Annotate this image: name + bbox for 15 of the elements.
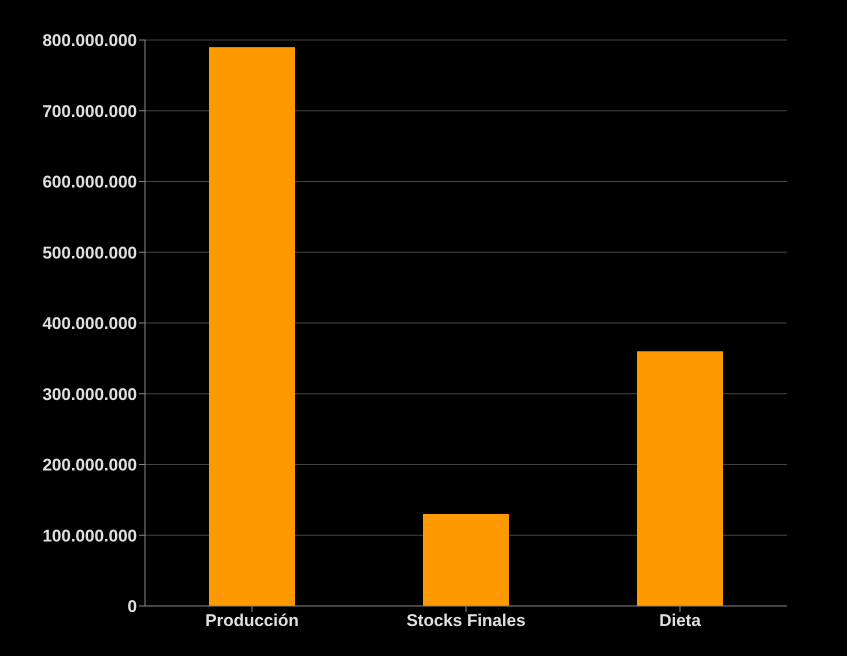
y-tick-label: 700.000.000	[42, 102, 137, 121]
y-tick-label: 400.000.000	[42, 314, 137, 334]
y-tick-label: 100.000.000	[42, 526, 137, 546]
bar	[637, 351, 723, 606]
x-tick-label: Stocks Finales	[406, 611, 526, 630]
y-tick-label: 0	[128, 597, 137, 616]
y-tick-label: 800.000.000	[42, 31, 137, 50]
x-tick-label: Producción	[205, 611, 299, 630]
y-tick-label: 200.000.000	[42, 456, 137, 475]
bar	[209, 47, 295, 606]
y-tick-label: 600.000.000	[42, 172, 137, 192]
y-tick-label: 500.000.000	[42, 243, 137, 262]
x-tick-label: Dieta	[659, 611, 702, 630]
bar	[423, 514, 509, 606]
y-tick-label: 300.000.000	[42, 384, 137, 404]
